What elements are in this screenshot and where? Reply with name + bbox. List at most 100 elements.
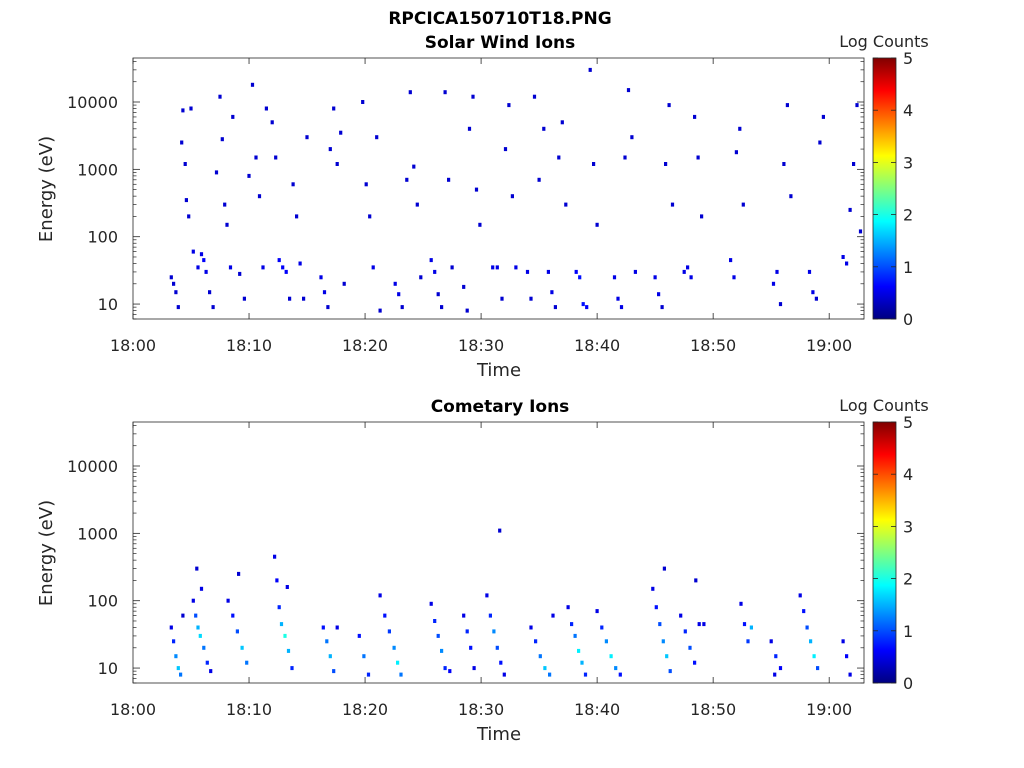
colorbar-gradient (872, 57, 897, 320)
data-cell (651, 586, 655, 591)
data-cell (668, 669, 672, 674)
data-cell (618, 672, 622, 677)
data-cell (436, 292, 440, 297)
x-tick-label: 18:00 (110, 336, 156, 355)
data-cell (550, 290, 554, 295)
data-cell (419, 275, 423, 280)
solar-wind-panel: Solar Wind Ions 18:00 18:10 18:20 18:30 18:4… (36, 32, 929, 381)
data-cell (573, 633, 577, 638)
data-cell (818, 140, 822, 145)
data-cell (577, 648, 581, 653)
data-cell (683, 629, 687, 634)
data-cell (211, 305, 215, 310)
data-cell (585, 305, 589, 310)
data-cell (478, 222, 482, 227)
data-cell (774, 654, 778, 659)
data-cell (548, 672, 552, 677)
data-cell (510, 194, 514, 199)
data-cell (491, 265, 495, 270)
data-cell (667, 103, 671, 108)
data-cell (228, 265, 233, 270)
data-cell (204, 269, 208, 274)
data-cell (462, 613, 466, 618)
data-cell (368, 214, 372, 219)
data-cell (546, 269, 550, 274)
data-cell (553, 305, 557, 310)
data-cell (802, 609, 806, 614)
data-cell (440, 648, 444, 653)
colorbar-tick-label: 3 (903, 153, 913, 172)
y-tick-label: 10000 (67, 457, 118, 476)
data-cell (700, 214, 704, 219)
data-cell (729, 258, 733, 263)
data-cell (264, 106, 268, 111)
data-cell (732, 275, 736, 280)
data-cell (502, 672, 506, 677)
x-tick-label: 18:30 (458, 336, 504, 355)
data-cell (686, 265, 690, 270)
data-cell (580, 660, 584, 665)
data-cell (845, 654, 849, 659)
data-cell (202, 258, 206, 263)
data-cell (570, 622, 574, 627)
data-cell (738, 126, 742, 131)
data-cell (279, 622, 284, 627)
data-cell (661, 639, 665, 644)
data-cell (529, 625, 533, 630)
data-cell (495, 265, 499, 270)
data-cell (614, 666, 618, 671)
data-cell (465, 629, 469, 634)
data-cell (429, 258, 433, 263)
plot-area (132, 57, 865, 320)
data-cell (208, 290, 212, 295)
data-cell (195, 566, 199, 571)
data-cell (814, 296, 818, 301)
data-cell (238, 271, 242, 276)
colorbar-tick-label: 2 (903, 206, 913, 225)
data-cell (366, 672, 371, 677)
data-cell (172, 281, 176, 286)
data-cell (488, 613, 492, 618)
data-cell (798, 593, 802, 598)
data-cell (778, 302, 783, 307)
y-tick-label: 1000 (77, 160, 118, 179)
data-cell (443, 666, 447, 671)
x-tick-label: 18:20 (342, 336, 388, 355)
data-cell (174, 290, 178, 295)
data-cell (378, 308, 382, 313)
data-cell (181, 613, 185, 618)
data-cell (290, 666, 294, 671)
data-cell (440, 305, 444, 310)
data-cell (472, 666, 476, 671)
data-marks (169, 67, 863, 313)
data-cell (630, 135, 634, 140)
data-cell (809, 639, 813, 644)
x-tick-label: 18:30 (458, 700, 504, 719)
x-tick-label: 18:00 (110, 700, 156, 719)
data-cell (196, 625, 200, 630)
data-cell (361, 100, 365, 104)
data-cell (805, 625, 809, 630)
data-cell (778, 666, 783, 671)
data-cell (189, 106, 193, 111)
data-cell (284, 269, 288, 274)
data-cell (495, 645, 499, 650)
data-cell (187, 214, 191, 219)
data-cell (191, 249, 195, 254)
colorbar-gradient (872, 421, 897, 684)
data-cell (499, 660, 503, 665)
data-cell (811, 290, 815, 295)
data-cell (332, 669, 336, 674)
cometary-panel: Cometary Ions 18:00 18:10 18:20 18:30 18:40 1… (36, 396, 929, 745)
data-cell (654, 605, 658, 610)
data-cell (578, 275, 582, 280)
colorbar-tick-label: 2 (903, 570, 913, 589)
colorbar-tick-label: 1 (903, 622, 913, 641)
data-cell (633, 269, 637, 274)
data-cell (412, 164, 416, 169)
data-cell (335, 625, 339, 630)
x-axis: 18:00 18:10 18:20 18:30 18:40 18:50 19:00 (110, 422, 852, 719)
data-cell (286, 648, 291, 653)
data-cell (773, 672, 777, 677)
